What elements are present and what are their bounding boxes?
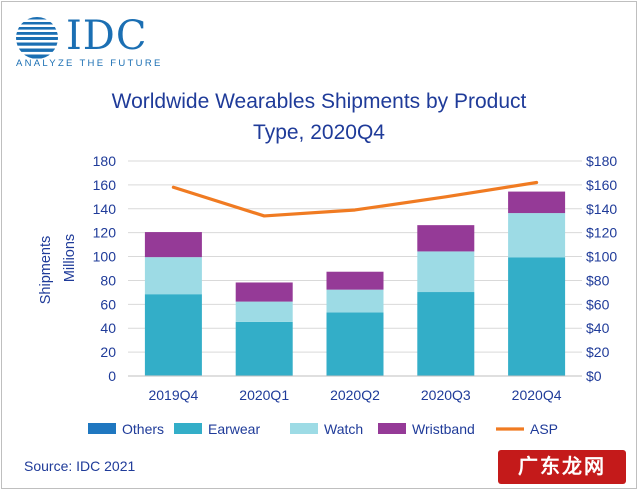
bar-segment-wristband <box>326 271 384 290</box>
y2-tick-label: $60 <box>586 296 610 312</box>
y-tick-label: 80 <box>100 272 116 288</box>
y-tick-label: 0 <box>108 368 116 384</box>
y-tick-label: 20 <box>100 344 116 360</box>
logo-tagline: ANALYZE THE FUTURE <box>16 58 163 69</box>
bar-segment-watch <box>144 257 202 295</box>
asp-line <box>171 180 539 218</box>
y-tick-label: 120 <box>93 225 117 241</box>
legend-label: Watch <box>324 421 363 437</box>
y-tick-label: 40 <box>100 320 116 336</box>
logo-wordmark: IDC <box>66 13 148 59</box>
legend-label: ASP <box>530 421 558 437</box>
bar-segment-watch <box>508 213 566 258</box>
y-tick-label: 60 <box>100 296 116 312</box>
y2-tick-label: $40 <box>586 320 610 336</box>
bar-segment-earwear <box>326 312 384 376</box>
y2-tick-label: $20 <box>586 344 610 360</box>
legend-label: Others <box>122 421 164 437</box>
y2-tick-label: $160 <box>586 177 617 193</box>
bar-segment-earwear <box>508 257 566 376</box>
x-tick-label: 2020Q4 <box>512 387 562 403</box>
y-tick-label: 180 <box>93 153 117 169</box>
bar-segment-wristband <box>417 225 475 252</box>
bar-segment-earwear <box>144 294 202 376</box>
bar-segment-watch <box>326 289 384 313</box>
idc-logo: IDC ANALYZE THE FUTURE <box>14 13 164 70</box>
y-axis-title-units: Millions <box>62 234 78 282</box>
y2-tick-label: $140 <box>586 201 617 217</box>
y-tick-label: 140 <box>93 201 117 217</box>
x-tick-label: 2020Q1 <box>239 387 289 403</box>
y2-tick-label: $120 <box>586 225 617 241</box>
legend-swatch-watch <box>290 423 318 434</box>
chart-title-line-1: Worldwide Wearables Shipments by Product <box>111 90 527 113</box>
x-tick-label: 2020Q2 <box>330 387 380 403</box>
source-note: Source: IDC 2021 <box>24 458 136 474</box>
y-axis-title: Shipments <box>38 236 54 305</box>
bar-segment-wristband <box>235 282 293 302</box>
y2-tick-label: $0 <box>586 368 602 384</box>
bar-segment-earwear <box>417 292 475 376</box>
globe-icon <box>16 17 58 59</box>
bar-segment-wristband <box>508 191 566 214</box>
chart-title-line-2: Type, 2020Q4 <box>253 121 385 144</box>
legend-label: Wristband <box>412 421 475 437</box>
watermark-badge: 广东龙网 <box>498 450 626 484</box>
legend-swatch-others <box>88 423 116 434</box>
bar-segment-watch <box>417 251 475 293</box>
bar-segment-watch <box>235 301 293 322</box>
y-tick-label: 100 <box>93 249 117 265</box>
y2-tick-label: $80 <box>586 272 610 288</box>
legend-swatch-earwear <box>174 423 202 434</box>
bar-segment-earwear <box>235 321 293 376</box>
chart-title: Worldwide Wearables Shipments by Product… <box>80 86 558 148</box>
legend-label: Earwear <box>208 421 260 437</box>
bar-segment-wristband <box>144 232 202 258</box>
y2-tick-label: $180 <box>586 153 617 169</box>
legend-swatch-wristband <box>378 423 406 434</box>
x-tick-label: 2019Q4 <box>148 387 198 403</box>
x-tick-label: 2020Q3 <box>421 387 471 403</box>
y2-tick-label: $100 <box>586 249 617 265</box>
y-tick-label: 160 <box>93 177 117 193</box>
